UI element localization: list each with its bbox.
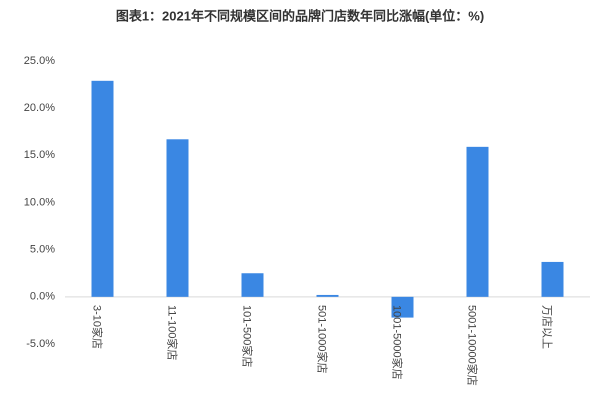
x-tick-label: 501-1000家店: [316, 305, 330, 374]
chart-title: 图表1：2021年不同规模区间的品牌门店数年同比涨幅(单位：%): [116, 8, 484, 23]
y-tick-label: 20.0%: [24, 102, 55, 114]
y-tick-label: 0.0%: [30, 291, 55, 303]
bar: [391, 296, 414, 318]
x-tick-label: 5001-10000家店: [466, 305, 480, 386]
bar: [91, 80, 114, 297]
x-tick-label: 1001-5000家店: [391, 305, 405, 380]
y-tick-label: 10.0%: [24, 196, 55, 208]
bar: [541, 261, 564, 297]
y-tick-label: 15.0%: [24, 149, 55, 161]
y-tick-label: 5.0%: [30, 244, 55, 256]
bar: [166, 139, 189, 297]
bar: [466, 146, 489, 297]
x-tick-label: 3-10家店: [91, 305, 105, 349]
bar: [316, 294, 339, 297]
y-tick-label: -5.0%: [26, 338, 55, 350]
x-tick-label: 11-100家店: [166, 305, 180, 360]
x-tick-label: 万店以上: [541, 305, 555, 349]
y-tick-label: 25.0%: [24, 55, 55, 67]
x-tick-label: 101-500家店: [241, 305, 255, 367]
bar: [241, 273, 264, 297]
